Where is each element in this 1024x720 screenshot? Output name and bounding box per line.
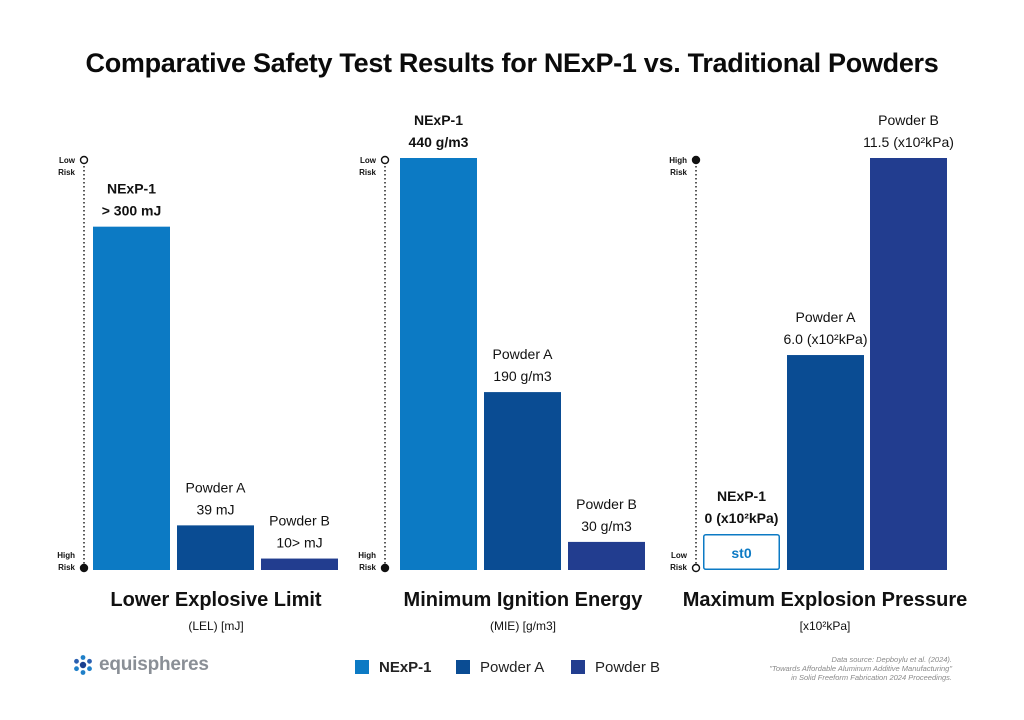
bar-powder-a (484, 392, 561, 570)
axis-bottom-label: Risk (670, 563, 687, 572)
data-label-value: 10> mJ (276, 535, 322, 551)
axis-top-label: Risk (58, 168, 75, 177)
axis-top-marker (79, 155, 89, 165)
legend-item-powder-b: Powder B (571, 656, 660, 678)
data-label-name: NExP-1 (717, 488, 766, 504)
axis-bottom-marker (79, 563, 89, 573)
bar-nexp1 (93, 226, 170, 570)
data-label-value: 11.5 (x10²kPa) (863, 134, 954, 150)
logo-text: equispheres (99, 654, 209, 675)
data-label-value: 30 g/m3 (581, 518, 632, 534)
data-label-name: Powder A (186, 479, 247, 495)
source-line: Data source: Depboylu et al. (2024). (831, 655, 952, 664)
legend-item-nexp1: NExP-1 (355, 656, 432, 678)
data-label-value: > 300 mJ (102, 203, 162, 219)
axis-top-label: Risk (670, 168, 687, 177)
data-label-value: 0 (x10²kPa) (705, 510, 779, 526)
legend-label-powder-a: Powder A (480, 658, 545, 676)
data-label-name: Powder A (493, 346, 554, 362)
source-line: in Solid Freeform Fabrication 2024 Proce… (791, 673, 952, 682)
axis-top-label: High (669, 156, 687, 165)
legend-label-powder-b: Powder B (595, 658, 661, 676)
axis-bottom-marker (691, 563, 701, 573)
molecule-dots-icon (74, 655, 92, 675)
bar-nexp1 (400, 158, 477, 570)
legend-swatch-nexp1 (355, 660, 369, 674)
data-label-name: Powder B (269, 513, 330, 529)
panel-title-lel: Lower Explosive Limit (110, 589, 322, 611)
panel-subtitle-lel: (LEL) [mJ] (188, 619, 243, 633)
panel-title-mie: Minimum Ignition Energy (404, 589, 644, 611)
legend-swatch-powder-a (456, 660, 470, 674)
axis-top-label: Low (360, 156, 377, 165)
axis-top-marker (380, 155, 390, 165)
legend-swatch-powder-b (571, 660, 585, 674)
chart-title: Comparative Safety Test Results for NExP… (85, 48, 939, 78)
bar-powder-a (177, 525, 254, 570)
panel-subtitle-mie: (MIE) [g/m3] (490, 619, 556, 633)
bar-powder-b (568, 541, 645, 570)
logo: equispheres (72, 654, 209, 676)
bar-nexp1 (703, 534, 780, 570)
bar-inner-label: st0 (731, 545, 751, 561)
data-label-name: NExP-1 (414, 112, 463, 128)
axis-bottom-label: Risk (58, 563, 75, 572)
data-label-value: 39 mJ (196, 501, 234, 517)
panel-title-mep: Maximum Explosion Pressure (683, 589, 968, 611)
bar-powder-b (261, 558, 338, 570)
data-label-value: 190 g/m3 (493, 368, 552, 384)
axis-top-label: Low (59, 156, 76, 165)
axis-top-label: Risk (359, 168, 376, 177)
axis-bottom-label: High (57, 551, 75, 560)
axis-bottom-label: Low (671, 551, 688, 560)
source-line: "Towards Affordable Aluminum Additive Ma… (769, 664, 952, 673)
axis-bottom-marker (380, 563, 390, 573)
bar-powder-a (787, 355, 864, 570)
data-label-value: 440 g/m3 (409, 134, 469, 150)
data-label-name: Powder B (576, 496, 637, 512)
data-label-name: Powder A (796, 309, 857, 325)
data-label-name: Powder B (878, 112, 939, 128)
legend-label-nexp1: NExP-1 (379, 658, 432, 676)
axis-bottom-label: Risk (359, 563, 376, 572)
panel-subtitle-mep: [x10²kPa] (800, 619, 851, 633)
data-label-value: 6.0 (x10²kPa) (783, 331, 867, 347)
legend-item-powder-a: Powder A (456, 656, 544, 678)
axis-bottom-label: High (358, 551, 376, 560)
data-source-note: Data source: Depboylu et al. (2024). "To… (650, 655, 952, 682)
bar-powder-b (870, 158, 947, 570)
data-label-name: NExP-1 (107, 181, 156, 197)
axis-top-marker (691, 155, 701, 165)
